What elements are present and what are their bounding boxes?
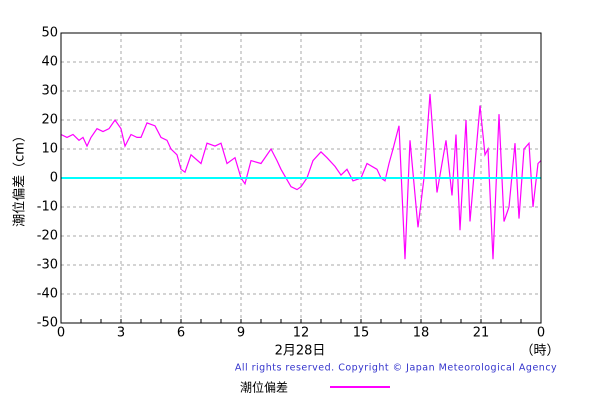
- y-tick-label: -40: [37, 287, 58, 302]
- x-tick-label: 9: [237, 326, 245, 341]
- x-tick-label: 0: [57, 326, 65, 341]
- plot-border: [60, 32, 542, 324]
- y-tick-label: 0: [50, 171, 58, 186]
- legend-label: 潮位偏差: [240, 380, 288, 395]
- y-tick-label: -20: [37, 229, 58, 244]
- y-axis-label: 潮位偏差（cm）: [13, 129, 28, 227]
- x-tick-label: 3: [117, 326, 125, 341]
- copyright: All rights reserved. Copyright © Japan M…: [235, 363, 557, 374]
- x-tick-label: 0: [537, 326, 545, 341]
- x-unit: （時）: [520, 344, 559, 359]
- x-tick-label: 21: [473, 326, 490, 341]
- y-tick-label: 10: [41, 142, 58, 157]
- x-tick-label: 18: [413, 326, 430, 341]
- y-tick-label: 20: [41, 113, 58, 128]
- x-tick-label: 6: [177, 326, 185, 341]
- y-tick-label: -10: [37, 200, 58, 215]
- y-tick-label: 50: [41, 26, 58, 41]
- x-tick-label: 15: [353, 326, 370, 341]
- y-tick-label: 30: [41, 84, 58, 99]
- x-tick-label: 12: [293, 326, 310, 341]
- x-axis-label: 2月28日: [275, 344, 326, 359]
- y-tick-label: -30: [37, 258, 58, 273]
- y-tick-label: -50: [37, 316, 58, 331]
- y-tick-label: 40: [41, 55, 58, 70]
